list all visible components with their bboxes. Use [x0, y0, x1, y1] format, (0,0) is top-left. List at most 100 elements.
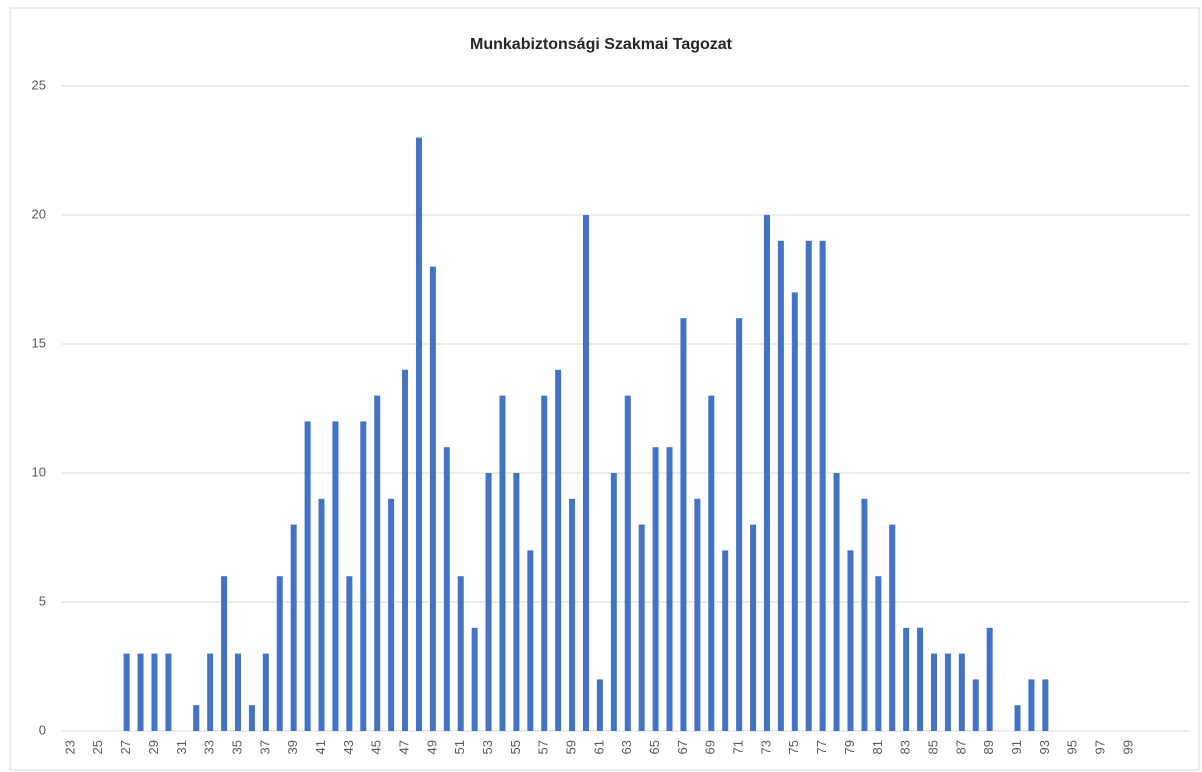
bar	[931, 653, 937, 731]
bar	[346, 576, 353, 731]
x-tick-label: 87	[953, 740, 968, 754]
bar	[513, 473, 520, 731]
x-tick-label: 53	[480, 740, 495, 754]
bar	[388, 498, 395, 731]
x-tick-label: 51	[452, 740, 467, 754]
bar	[833, 473, 840, 731]
x-tick-label: 41	[313, 740, 328, 754]
x-tick-label: 93	[1037, 740, 1052, 754]
bar	[694, 498, 701, 731]
x-tick-label: 55	[508, 740, 523, 754]
x-tick-label: 71	[731, 740, 746, 754]
y-tick-label: 25	[32, 77, 46, 92]
y-tick-label: 10	[32, 464, 46, 479]
bar	[903, 627, 910, 731]
bar	[736, 318, 743, 731]
x-tick-label: 69	[703, 740, 718, 754]
bar	[165, 653, 172, 731]
x-tick-label: 27	[118, 740, 133, 754]
bar	[402, 369, 409, 731]
bar	[527, 550, 534, 731]
x-tick-label: 63	[619, 740, 634, 754]
bar	[958, 653, 965, 731]
bar	[805, 240, 812, 732]
bar	[666, 447, 673, 731]
bar	[457, 576, 464, 731]
bar	[555, 369, 562, 731]
y-tick-label: 5	[39, 593, 46, 608]
bar	[193, 705, 200, 731]
x-tick-label: 31	[174, 740, 189, 754]
x-tick-label: 57	[536, 740, 551, 754]
bar	[722, 550, 729, 731]
bar	[318, 498, 325, 731]
bar	[137, 653, 144, 731]
bar	[791, 292, 798, 731]
bar	[262, 653, 269, 731]
x-tick-label: 33	[202, 740, 217, 754]
bar	[360, 421, 367, 731]
bar	[123, 653, 130, 731]
bar	[861, 498, 868, 731]
bar	[596, 679, 603, 731]
x-tick-label: 61	[591, 740, 606, 754]
x-tick-label: 67	[675, 740, 690, 754]
bar	[429, 266, 436, 731]
bar	[889, 524, 896, 731]
bar	[750, 524, 757, 731]
bar	[944, 653, 951, 731]
bar	[374, 395, 381, 731]
bar	[1014, 705, 1021, 731]
x-tick-label: 79	[842, 740, 857, 754]
x-tick-label: 83	[898, 740, 913, 754]
bar	[972, 679, 979, 731]
bar	[151, 653, 158, 731]
bar	[986, 627, 993, 731]
bar	[443, 447, 450, 731]
x-tick-label: 49	[424, 740, 439, 754]
x-tick-label: 23	[62, 740, 77, 754]
x-tick-label: 39	[285, 740, 300, 754]
y-tick-label: 0	[39, 722, 46, 737]
x-tick-label: 91	[1009, 740, 1024, 754]
chart-frame	[9, 7, 1200, 771]
x-tick-label: 59	[564, 740, 579, 754]
bar	[290, 524, 297, 731]
x-tick-label: 37	[257, 740, 272, 754]
x-tick-label: 45	[369, 740, 384, 754]
x-tick-label: 43	[341, 740, 356, 754]
bar	[763, 215, 770, 731]
bar	[304, 421, 311, 731]
x-tick-label: 85	[925, 740, 940, 754]
x-tick-label: 25	[90, 740, 105, 754]
bar	[819, 240, 826, 732]
bar	[248, 705, 255, 731]
x-tick-label: 35	[229, 740, 244, 754]
x-tick-label: 73	[758, 740, 773, 754]
bar	[1028, 679, 1035, 731]
y-tick-label: 15	[32, 335, 46, 350]
bar	[415, 137, 422, 732]
y-tick-label: 20	[32, 206, 46, 221]
bar	[499, 395, 506, 731]
x-tick-label: 99	[1120, 740, 1135, 754]
bar	[583, 215, 589, 731]
bar	[235, 653, 241, 731]
bar	[652, 447, 659, 731]
bar	[680, 318, 687, 731]
bar	[875, 576, 882, 731]
x-tick-label: 81	[870, 740, 885, 754]
x-tick-label: 47	[396, 740, 411, 754]
bar	[777, 240, 784, 732]
bar	[610, 473, 617, 731]
bar	[541, 395, 548, 731]
x-tick-label: 75	[786, 740, 801, 754]
bar	[207, 653, 214, 731]
x-tick-label: 65	[647, 740, 662, 754]
x-tick-label: 29	[146, 740, 161, 754]
x-tick-label: 89	[981, 740, 996, 754]
bar	[638, 524, 645, 731]
bar	[332, 421, 339, 731]
bar	[471, 627, 478, 731]
